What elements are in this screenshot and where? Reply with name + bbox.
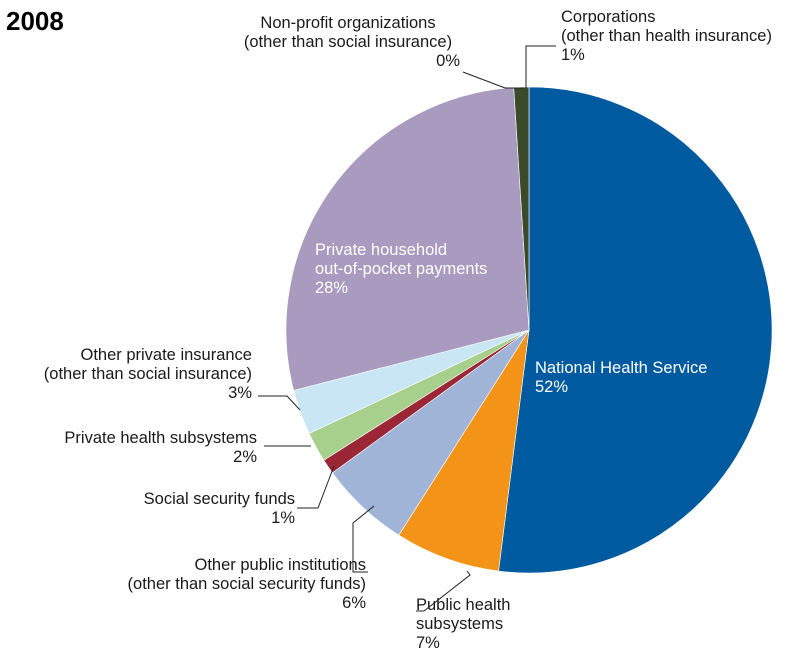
- pie-slice-corporations: [513, 86, 530, 331]
- label-name: Private health subsystems: [64, 429, 257, 447]
- label-name-line2: (other than social insurance): [243, 33, 453, 51]
- label-value: 28%: [315, 279, 349, 297]
- leader-other-private-insurance: [258, 395, 301, 411]
- label-value: 3%: [228, 384, 252, 402]
- label-private-health-subsystems: Private health subsystems 2%: [64, 429, 257, 467]
- label-name-line2: (other than social insurance): [43, 365, 252, 383]
- label-value: 1%: [561, 46, 585, 64]
- label-name-line2: subsystems: [416, 615, 504, 633]
- label-name: Non-profit organizations: [260, 14, 436, 32]
- label-name-line2: (other than social security funds): [127, 575, 366, 593]
- chart-title: 2008: [6, 6, 64, 36]
- label-value: 6%: [342, 594, 366, 612]
- leader-other-public-institutions: [352, 505, 375, 573]
- label-value: 1%: [271, 509, 295, 527]
- label-name: National Health Service: [535, 359, 708, 377]
- label-other-public-institutions: Other public institutions (other than so…: [128, 556, 366, 613]
- pie-slice-national-health-service: [498, 86, 773, 574]
- label-value: 7%: [416, 634, 440, 652]
- label-name-line2: out-of-pocket payments: [315, 260, 488, 278]
- label-private-household: Private household out-of-pocket payments…: [315, 241, 487, 298]
- leader-lines: [258, 45, 556, 612]
- pie-slices: [285, 86, 773, 574]
- leader-social-security-funds: [297, 465, 335, 509]
- label-social-security-funds: Social security funds 1%: [144, 490, 295, 528]
- label-name: Social security funds: [143, 490, 295, 508]
- label-other-private-insurance: Other private insurance (other than soci…: [44, 346, 252, 403]
- leader-public-health-subsystems: [416, 570, 471, 612]
- label-name: Private household: [315, 241, 448, 259]
- leader-corporations: [525, 45, 556, 88]
- label-corporations: Corporations (other than health insuranc…: [561, 8, 772, 65]
- label-name: Other private insurance: [80, 346, 252, 364]
- label-national-health-service: National Health Service 52%: [535, 359, 707, 397]
- label-value: 0%: [436, 52, 460, 70]
- label-name: Corporations: [561, 8, 656, 26]
- leader-non-profit-organizations: [462, 71, 524, 89]
- label-value: 2%: [233, 448, 257, 466]
- label-value: 52%: [535, 378, 569, 396]
- pie-slice-public-health: [398, 329, 530, 572]
- label-non-profit-organizations: Non-profit organizations (other than soc…: [222, 14, 474, 71]
- label-name: Public health: [416, 596, 511, 614]
- label-name-line2: (other than health insurance): [561, 27, 772, 45]
- label-public-health-subsystems: Public health subsystems 7%: [416, 596, 510, 653]
- label-name: Other public institutions: [194, 556, 366, 574]
- pie-slice-private-household: [285, 87, 530, 391]
